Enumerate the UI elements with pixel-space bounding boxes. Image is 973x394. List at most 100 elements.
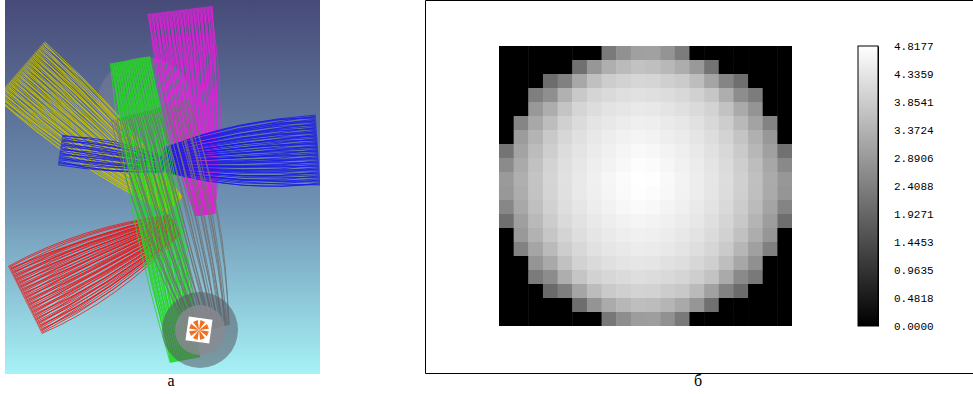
- heatmap-cell: [558, 102, 573, 117]
- heatmap-cell: [602, 74, 617, 89]
- heatmap-cell: [719, 242, 734, 257]
- colorbar: [858, 46, 878, 326]
- heatmap-cell: [631, 228, 646, 243]
- fiber: [37, 232, 178, 325]
- heatmap-cell: [543, 158, 558, 173]
- heatmap-cell: [572, 242, 587, 257]
- heatmap-cell: [646, 270, 661, 285]
- probe-icon: [185, 316, 212, 343]
- heatmap-cell: [528, 60, 543, 75]
- heatmap-cell: [499, 200, 514, 215]
- heatmap-cell: [572, 312, 587, 326]
- heatmap-cell: [660, 60, 675, 75]
- heatmap-cell: [763, 158, 778, 173]
- heatmap-cell: [704, 312, 719, 326]
- heatmap-cell: [616, 144, 631, 159]
- heatmap-cell: [528, 172, 543, 187]
- heatmap-cell: [675, 200, 690, 215]
- heatmap-cell: [616, 298, 631, 313]
- heatmap-cell: [660, 298, 675, 313]
- heatmap-cell: [763, 88, 778, 103]
- heatmap-cell: [631, 158, 646, 173]
- heatmap-cell: [543, 186, 558, 201]
- heatmap-cell: [763, 102, 778, 117]
- heatmap-cell: [733, 116, 748, 131]
- heatmap-cell: [616, 228, 631, 243]
- heatmap-cell: [514, 46, 529, 61]
- heatmap-cell: [514, 270, 529, 285]
- heatmap-cell: [499, 228, 514, 243]
- heatmap-cell: [748, 130, 763, 145]
- heatmap-cell: [704, 116, 719, 131]
- heatmap-cell: [543, 102, 558, 117]
- heatmap-cell: [689, 256, 704, 271]
- heatmap-cell: [675, 242, 690, 257]
- heatmap-cell: [646, 144, 661, 159]
- heatmap-cell: [499, 214, 514, 229]
- heatmap-cell: [616, 186, 631, 201]
- heatmap-cell: [646, 102, 661, 117]
- heatmap-cell: [528, 130, 543, 145]
- heatmap-cell: [514, 158, 529, 173]
- heatmap-cell: [660, 172, 675, 187]
- heatmap-cell: [763, 144, 778, 159]
- heatmap-cell: [631, 172, 646, 187]
- heatmap-cell: [499, 60, 514, 75]
- heatmap-cell: [616, 284, 631, 299]
- tick: 3.3724: [878, 125, 934, 137]
- heatmap-cell: [777, 242, 792, 257]
- heatmap-cell: [777, 214, 792, 229]
- heatmap-cell: [704, 284, 719, 299]
- heatmap-cell: [719, 312, 734, 326]
- heatmap-cell: [777, 270, 792, 285]
- heatmap-cell: [719, 88, 734, 103]
- heatmap-cell: [558, 130, 573, 145]
- heatmap-cell: [704, 228, 719, 243]
- heatmap-cell: [587, 116, 602, 131]
- tick: 0.9635: [878, 265, 934, 277]
- heatmap-cell: [748, 214, 763, 229]
- heatmap-cell: [602, 186, 617, 201]
- heatmap-cell: [558, 270, 573, 285]
- heatmap-cell: [587, 144, 602, 159]
- heatmap-cell: [733, 242, 748, 257]
- heatmap-cell: [777, 228, 792, 243]
- heatmap-cell: [514, 116, 529, 131]
- heatmap-cell: [704, 130, 719, 145]
- heatmap-cell: [763, 312, 778, 326]
- heatmap-cell: [748, 284, 763, 299]
- heatmap-cell: [763, 116, 778, 131]
- heatmap-cell: [528, 144, 543, 159]
- heatmap-cell: [777, 312, 792, 326]
- heatmap-cell: [733, 256, 748, 271]
- heatmap-cell: [675, 172, 690, 187]
- heatmap-cell: [763, 46, 778, 61]
- heatmap-cell: [499, 256, 514, 271]
- tick: 0.4818: [878, 293, 934, 305]
- heatmap-cell: [587, 214, 602, 229]
- heatmap-cell: [748, 158, 763, 173]
- heatmap-cell: [587, 158, 602, 173]
- heatmap-cell: [704, 74, 719, 89]
- heatmap-cell: [719, 102, 734, 117]
- axis-line: [878, 47, 879, 327]
- heatmap-cell: [660, 200, 675, 215]
- heatmap-cell: [675, 270, 690, 285]
- heatmap-cell: [675, 312, 690, 326]
- heatmap-cell: [733, 60, 748, 75]
- heatmap-cell: [675, 60, 690, 75]
- heatmap-cell: [616, 88, 631, 103]
- heatmap-cell: [543, 60, 558, 75]
- heatmap-cell: [602, 88, 617, 103]
- heatmap-cell: [572, 298, 587, 313]
- heatmap-cell: [602, 116, 617, 131]
- heatmap-cell: [733, 214, 748, 229]
- heatmap-cell: [514, 214, 529, 229]
- heatmap-cell: [631, 144, 646, 159]
- heatmap-cell: [558, 116, 573, 131]
- heatmap-cell: [733, 186, 748, 201]
- heatmap-cell: [646, 200, 661, 215]
- fiber: [38, 233, 179, 327]
- heatmap-cell: [777, 298, 792, 313]
- heatmap-cell: [558, 298, 573, 313]
